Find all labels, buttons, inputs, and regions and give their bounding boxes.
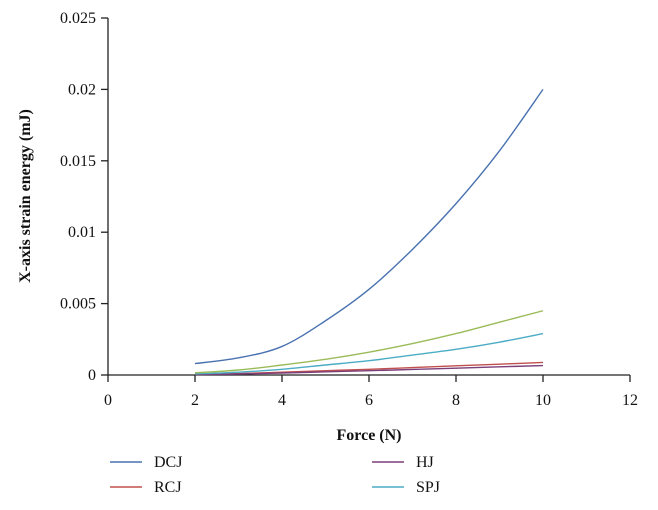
- y-tick-label: 0: [88, 367, 96, 384]
- x-tick-label: 6: [365, 392, 373, 409]
- x-axis-title: Force (N): [337, 427, 402, 444]
- x-tick-label: 4: [278, 392, 286, 409]
- series-line-spj: [194, 332, 544, 375]
- legend-label-spj: SPJ: [416, 479, 440, 496]
- legend-label-hj: HJ: [416, 454, 434, 471]
- x-tick-label: 8: [452, 392, 460, 409]
- legend: DCJ RCJ HJ SPJ: [110, 454, 440, 496]
- y-axis-ticks: 0 0.005 0.01 0.015 0.02 0.025: [60, 10, 108, 384]
- series-line-rcj: [194, 361, 544, 375]
- y-tick-label: 0.015: [60, 153, 96, 170]
- x-axis-ticks: 0 2 4 6 8 10 12: [104, 375, 638, 409]
- legend-label-rcj: RCJ: [154, 479, 182, 496]
- legend-label-dcj: DCJ: [154, 454, 182, 471]
- series-line-hj: [194, 364, 544, 376]
- series-line-unlabeled: [194, 310, 544, 374]
- series-line-dcj: [194, 88, 544, 365]
- x-tick-label: 10: [535, 392, 551, 409]
- x-tick-label: 2: [191, 392, 199, 409]
- y-tick-label: 0.01: [68, 224, 96, 241]
- x-tick-label: 0: [104, 392, 112, 409]
- y-tick-label: 0.02: [68, 81, 96, 98]
- y-axis-title: X-axis strain energy (mJ): [17, 109, 34, 283]
- y-tick-label: 0.005: [60, 296, 96, 313]
- y-tick-label: 0.025: [60, 10, 96, 27]
- plot-series: [194, 88, 544, 376]
- x-tick-label: 12: [622, 392, 638, 409]
